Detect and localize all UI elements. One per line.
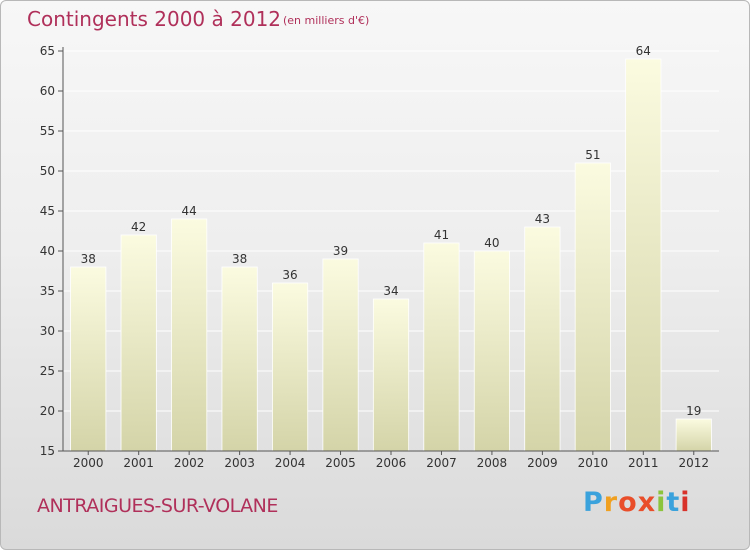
bar-value-label: 43 [535,212,550,226]
bar-value-label: 42 [131,220,146,234]
bar-value-label: 38 [232,252,247,266]
bar [625,58,662,452]
bar-value-label: 39 [333,244,348,258]
x-tick-label: 2011 [628,456,659,470]
bar [221,266,258,452]
bar-value-label: 36 [282,268,297,282]
y-tick-label: 20 [40,404,55,418]
proxiti-logo: Proxiti [583,487,691,518]
y-tick-label: 25 [40,364,55,378]
bar [70,266,107,452]
x-tick-label: 2001 [123,456,154,470]
bar-value-label: 40 [484,236,499,250]
commune-name: ANTRAIGUES-SUR-VOLANE [37,495,278,517]
bar [473,250,510,452]
x-tick-label: 2002 [174,456,205,470]
bar-value-label: 41 [434,228,449,242]
chart-title: Contingents 2000 à 2012 [27,7,282,31]
x-tick-label: 2010 [578,456,609,470]
bar [574,162,611,452]
bar-value-label: 34 [383,284,398,298]
x-tick-label: 2007 [426,456,457,470]
y-tick-label: 30 [40,324,55,338]
logo-letter: x [637,487,657,518]
logo-letter: t [666,487,681,518]
logo-letter: i [680,487,691,518]
y-tick-label: 40 [40,244,55,258]
y-tick-label: 65 [40,44,55,58]
bar [524,226,561,452]
y-tick-label: 15 [40,444,55,458]
x-tick-label: 2008 [477,456,508,470]
x-tick-label: 2006 [376,456,407,470]
bar [372,298,410,452]
y-tick-label: 45 [40,204,55,218]
bar-value-label: 64 [636,44,651,58]
logo-letter: P [583,487,604,518]
bar [423,242,460,452]
x-tick-label: 2009 [527,456,558,470]
x-tick-label: 2003 [224,456,255,470]
y-tick-label: 50 [40,164,55,178]
x-tick-label: 2004 [275,456,306,470]
logo-letter: r [603,487,619,518]
logo-letter: o [618,487,638,518]
bar-value-label: 38 [81,252,96,266]
bar-value-label: 44 [182,204,197,218]
x-tick-label: 2012 [678,456,709,470]
chart-unit: (en milliers d'€) [283,14,370,27]
bar-value-label: 51 [585,148,600,162]
y-tick-label: 55 [40,124,55,138]
bar [322,258,359,452]
x-tick-label: 2000 [73,456,104,470]
y-tick-label: 35 [40,284,55,298]
bar [272,282,309,452]
bar-value-label: 19 [686,404,701,418]
y-tick-label: 60 [40,84,55,98]
bar [120,234,157,452]
bar [171,218,208,452]
logo-letter: i [656,487,667,518]
x-tick-label: 2005 [325,456,356,470]
bar [675,418,712,452]
